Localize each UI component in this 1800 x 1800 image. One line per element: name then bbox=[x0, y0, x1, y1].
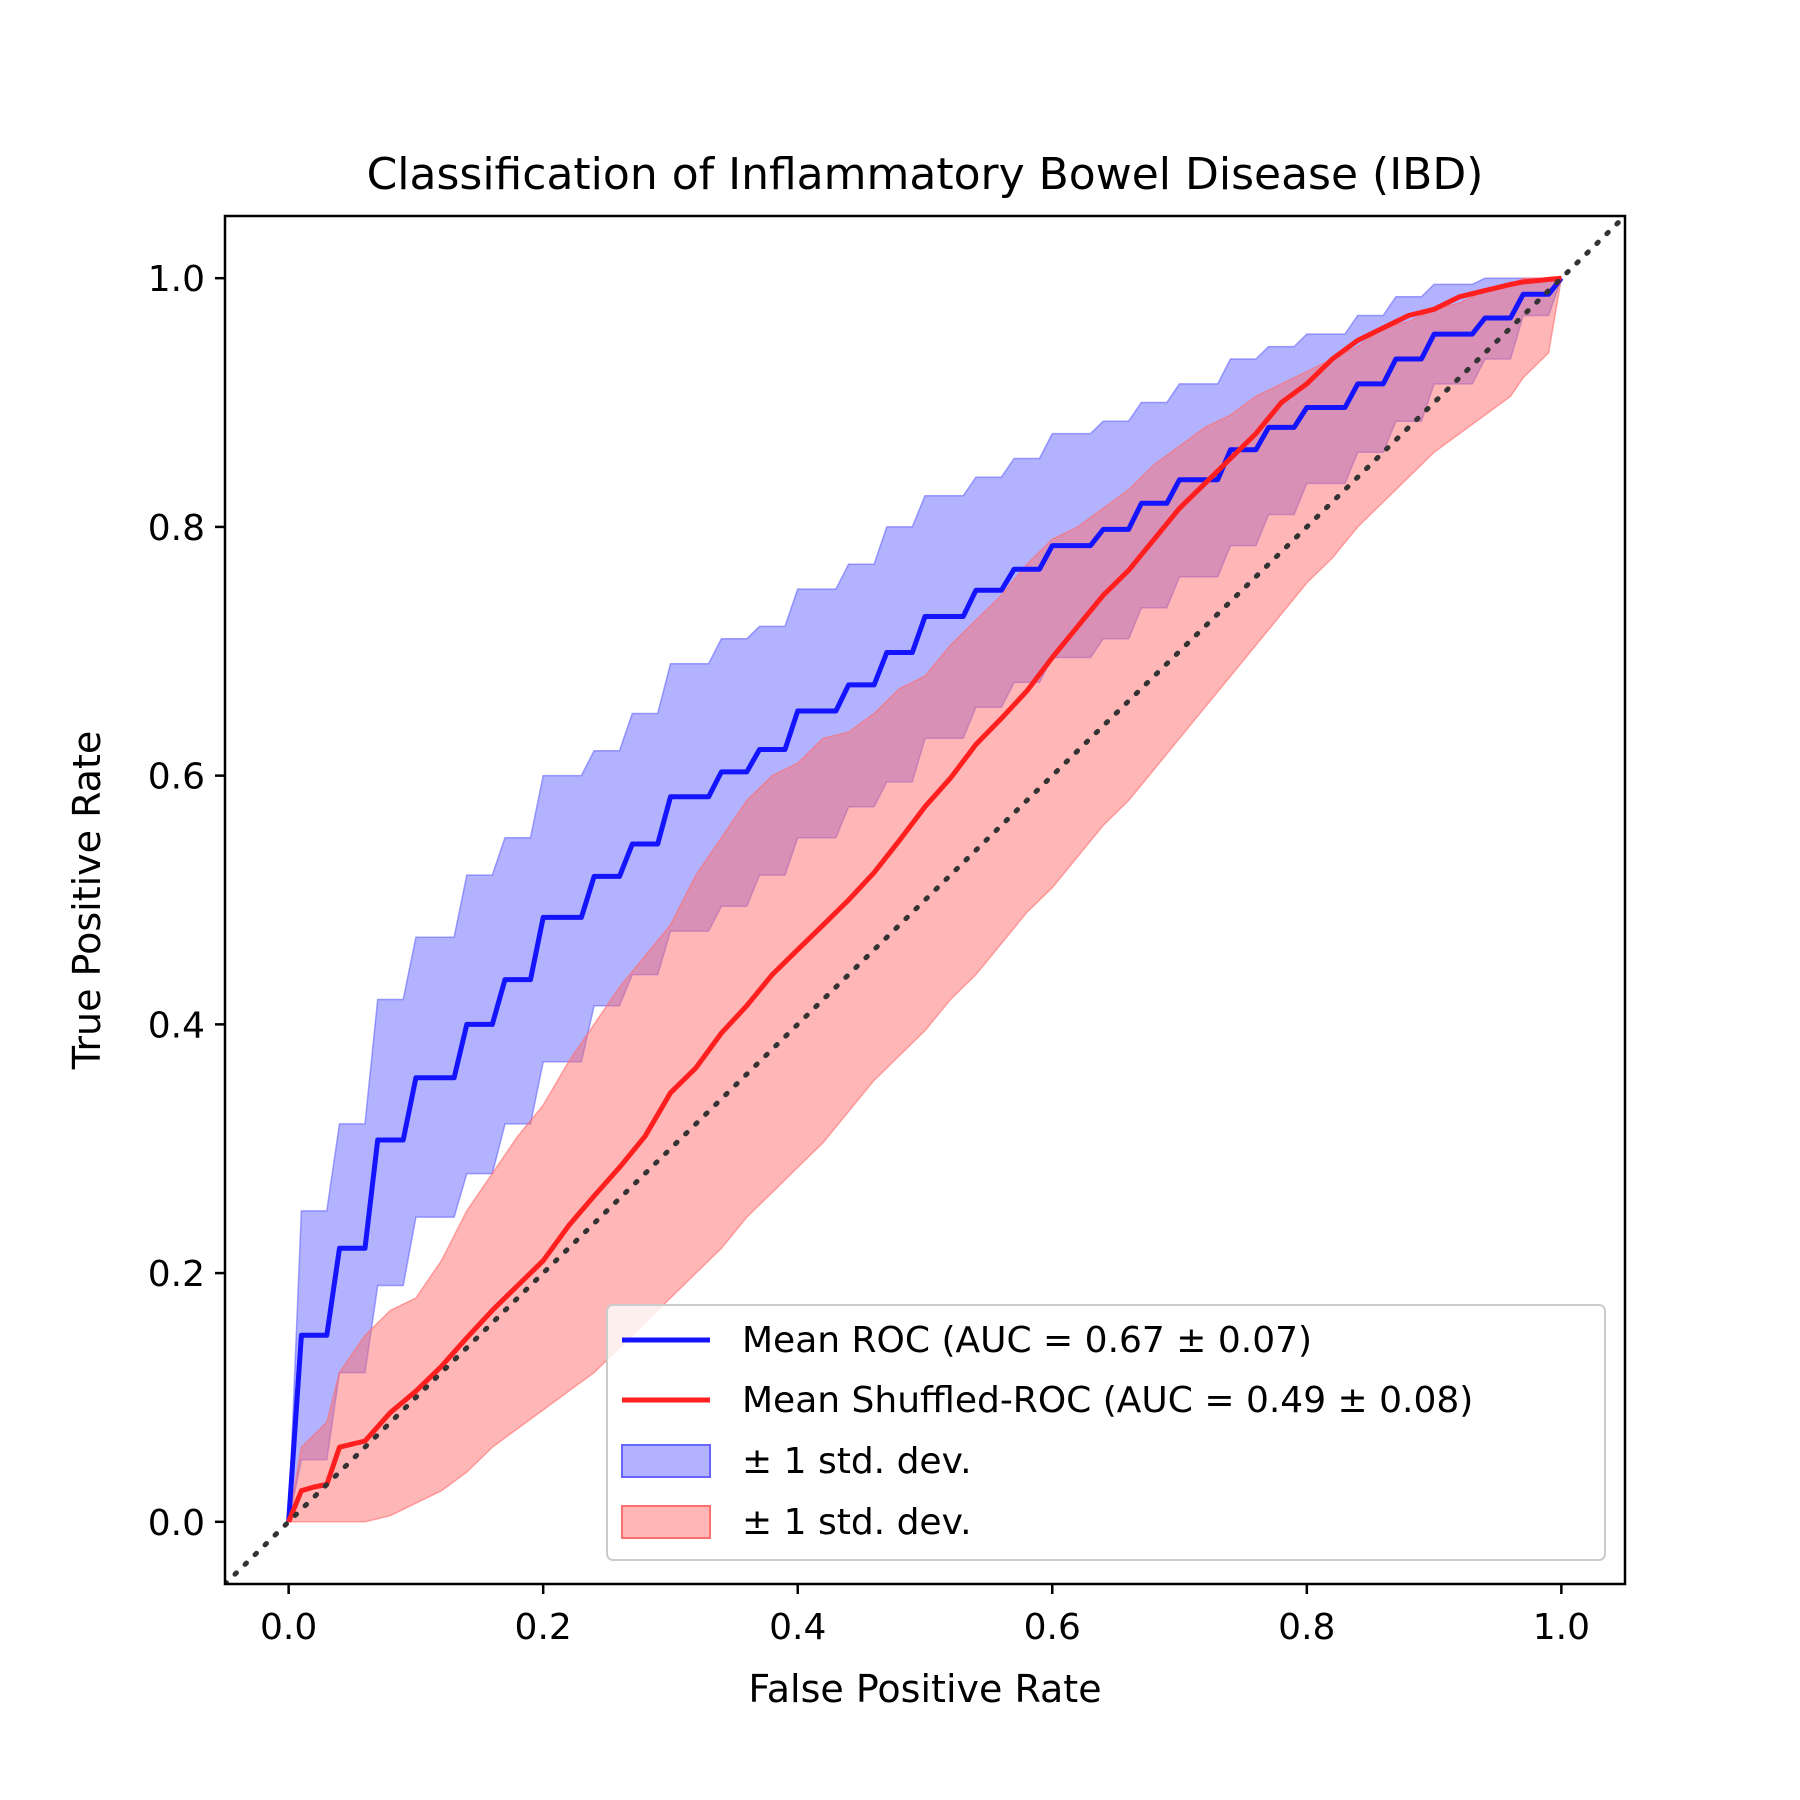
y-tick-label: 0.0 bbox=[148, 1503, 205, 1544]
x-tick-label: 0.4 bbox=[769, 1607, 826, 1648]
plot-frame bbox=[223, 214, 1627, 1586]
mean-shuffled-roc-line bbox=[286, 275, 1562, 1523]
legend-swatch-shuffled-band bbox=[621, 1505, 711, 1539]
y-tick-label: 0.8 bbox=[148, 508, 205, 549]
legend-label-mean-shuffled-roc: Mean Shuffled-ROC (AUC = 0.49 ± 0.08) bbox=[742, 1380, 1473, 1421]
x-axis-label: False Positive Rate bbox=[748, 1667, 1101, 1711]
y-axis: 0.0 0.2 0.4 0.6 0.8 1.0 bbox=[148, 259, 225, 1544]
legend-swatch-roc-band bbox=[621, 1444, 711, 1478]
legend-label-mean-roc: Mean ROC (AUC = 0.67 ± 0.07) bbox=[742, 1320, 1312, 1361]
y-tick-label: 0.2 bbox=[148, 1254, 205, 1295]
x-tick-label: 0.6 bbox=[1024, 1607, 1081, 1648]
plot-area bbox=[225, 216, 1625, 1584]
chance-diagonal-line bbox=[225, 216, 1625, 1584]
y-tick-label: 1.0 bbox=[148, 259, 205, 300]
x-tick-label: 0.8 bbox=[1278, 1607, 1335, 1648]
mean-roc-line bbox=[286, 276, 1564, 1522]
x-tick-label: 1.0 bbox=[1533, 1607, 1590, 1648]
x-tick-label: 0.2 bbox=[515, 1607, 572, 1648]
y-tick-label: 0.4 bbox=[148, 1005, 205, 1046]
legend: Mean ROC (AUC = 0.67 ± 0.07) Mean Shuffl… bbox=[606, 1304, 1606, 1561]
legend-label-shuffled-band: ± 1 std. dev. bbox=[742, 1502, 972, 1543]
x-tick-label: 0.0 bbox=[260, 1607, 317, 1648]
y-tick-label: 0.6 bbox=[148, 757, 205, 798]
y-axis-label: True Positive Rate bbox=[65, 731, 109, 1071]
legend-label-roc-band: ± 1 std. dev. bbox=[742, 1441, 972, 1482]
x-axis: 0.0 0.2 0.4 0.6 0.8 1.0 bbox=[260, 1584, 1590, 1648]
chart-title: Classification of Inflammatory Bowel Dis… bbox=[367, 149, 1484, 200]
legend-box bbox=[606, 1304, 1606, 1561]
